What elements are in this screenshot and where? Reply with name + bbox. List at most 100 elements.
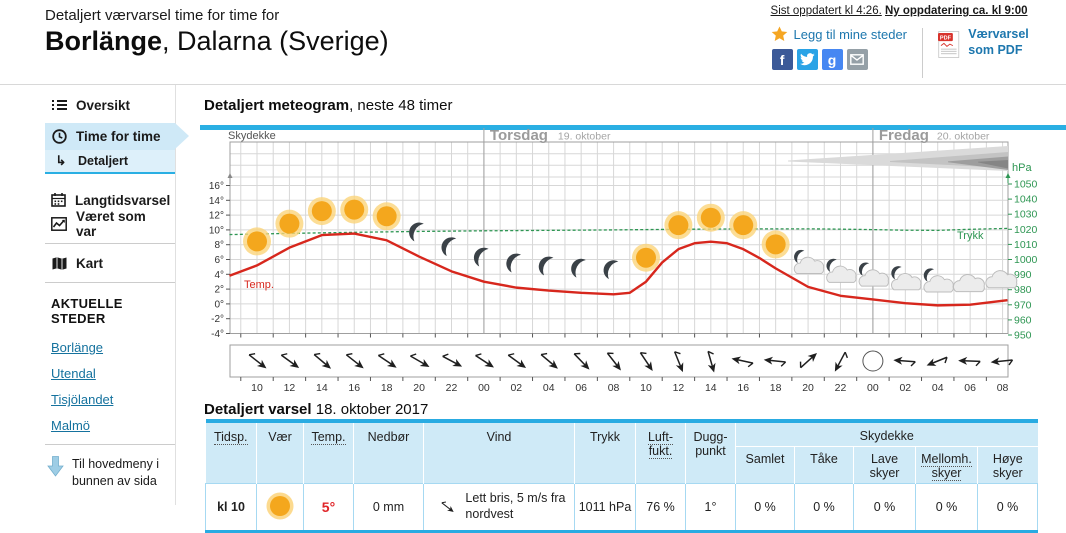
sun-icon xyxy=(243,227,271,256)
sun-icon xyxy=(729,211,758,240)
wind-arrow-icon xyxy=(834,351,849,372)
place-link-utendal[interactable]: Utendal xyxy=(51,366,96,381)
wind-arrow-icon xyxy=(540,352,558,369)
facebook-icon[interactable]: f xyxy=(771,49,793,70)
google-plus-icon[interactable]: g xyxy=(821,49,843,70)
update-status: Sist oppdatert kl 4:26. Ny oppdatering c… xyxy=(771,5,1056,17)
wind-arrow-icon xyxy=(731,356,754,368)
x-axis-tick-label: 18 xyxy=(381,382,393,394)
wind-arrow-icon xyxy=(763,356,787,367)
sidebar-item-vaeret-som-var[interactable]: Været som var xyxy=(45,209,175,239)
wind-arrow-icon xyxy=(926,356,948,366)
x-axis-tick-label: 08 xyxy=(997,382,1009,394)
x-axis-tick-label: 04 xyxy=(932,382,944,394)
email-icon[interactable] xyxy=(846,49,868,70)
temp-axis-tick: -2° xyxy=(211,314,224,325)
down-arrow-icon xyxy=(47,456,64,477)
pdf-icon: PDF xyxy=(938,31,960,58)
list-icon xyxy=(51,99,67,111)
moon-icon xyxy=(794,249,805,264)
forecast-heading-date: 18. oktober 2017 xyxy=(311,401,429,418)
pressure-axis-tick: 1010 xyxy=(1014,239,1038,251)
moon-icon xyxy=(506,253,522,273)
wind-arrow-icon xyxy=(606,352,621,371)
wind-arrow-icon xyxy=(442,353,463,367)
cloud-icon xyxy=(826,265,857,283)
cell-cloud-take: 0 % xyxy=(794,483,854,532)
sidebar-item-oversikt[interactable]: Oversikt xyxy=(45,93,175,117)
wind-arrow-icon xyxy=(990,357,1014,366)
temp-axis-tick: 12° xyxy=(209,211,224,222)
temp-axis-tick: 6° xyxy=(214,255,224,266)
col-header-temp: Temp. xyxy=(303,421,354,484)
place-link-borlange[interactable]: Borlänge xyxy=(51,340,104,355)
col-header-vind: Vind xyxy=(423,421,575,484)
cloud-icon xyxy=(952,273,985,293)
add-to-places-link[interactable]: Legg til mine steder xyxy=(793,26,907,42)
sidebar-item-label: Været som var xyxy=(76,209,146,239)
day-label-friday: Fredag xyxy=(879,127,929,144)
x-axis-tick-label: 00 xyxy=(478,382,490,394)
sidebar-item-detaljert[interactable]: ↳ Detaljert xyxy=(45,150,175,174)
sidebar-item-label: Oversikt xyxy=(76,97,131,113)
last-updated-text: Sist oppdatert kl 4:26. xyxy=(770,5,882,17)
temp-axis-tick: 4° xyxy=(214,270,224,281)
meteogram-heading: Detaljert meteogram, neste 48 timer xyxy=(204,97,452,114)
sun-icon xyxy=(275,209,304,238)
col-header-hoye-skyer: Høye skyer xyxy=(977,446,1038,484)
pdf-download[interactable]: PDF Værvarsel som PDF xyxy=(938,26,1056,63)
page-title-place: Borlänge xyxy=(45,26,163,56)
cloud-icon xyxy=(890,273,922,291)
star-icon xyxy=(771,26,787,41)
cell-cloud-samlet: 0 % xyxy=(735,483,795,532)
x-axis-tick-label: 10 xyxy=(251,382,263,394)
moon-icon xyxy=(571,258,586,278)
header-vertical-divider xyxy=(922,28,923,78)
wind-arrow-icon xyxy=(345,352,364,369)
temp-axis-tick: 8° xyxy=(214,240,224,251)
forecast-table: Tidsp. Vær Temp. Nedbør Vind Trykk Luft-… xyxy=(205,419,1039,533)
pressure-axis-tick: 990 xyxy=(1014,269,1032,281)
meteogram-heading-bold: Detaljert meteogram xyxy=(204,97,350,114)
to-main-menu[interactable]: Til hovedmeny i bunnen av sida xyxy=(47,456,173,490)
map-icon xyxy=(51,256,67,270)
cell-pressure: 1011 hPa xyxy=(574,483,636,532)
sidebar-item-kart[interactable]: Kart xyxy=(45,251,175,275)
pressure-axis-tick: 1000 xyxy=(1014,254,1038,266)
x-axis-tick-label: 04 xyxy=(543,382,555,394)
x-axis-tick-label: 16 xyxy=(737,382,749,394)
temp-axis-tick: 16° xyxy=(209,181,224,192)
wind-arrow-icon xyxy=(248,352,267,369)
twitter-bird-icon xyxy=(799,53,815,66)
place-link-malmo[interactable]: Malmö xyxy=(51,418,91,433)
wind-arrow-icon xyxy=(507,353,527,369)
place-link-tisjolandet[interactable]: Tisjölandet xyxy=(51,392,114,407)
x-axis-tick-label: 08 xyxy=(608,382,620,394)
wind-arrow-icon xyxy=(799,352,817,369)
x-axis-tick-label: 06 xyxy=(964,382,976,394)
col-header-skydekke: Skydekke xyxy=(735,421,1038,447)
sidebar-item-label: Langtidsvarsel xyxy=(75,192,171,208)
x-axis-tick-label: 16 xyxy=(348,382,360,394)
twitter-icon[interactable] xyxy=(796,49,818,70)
cell-wind: Lett bris, 5 m/s fra nordvest xyxy=(423,483,575,532)
sidebar-item-time-for-time[interactable]: Time for time xyxy=(45,123,189,150)
sun-icon xyxy=(664,211,693,240)
x-axis-tick-label: 14 xyxy=(316,382,328,394)
sidebar-gap xyxy=(45,174,175,188)
add-to-places[interactable]: Legg til mine steder xyxy=(771,26,907,42)
col-header-mellomh-skyer: Mellomh. skyer xyxy=(915,446,978,484)
cloud-cover-label: Skydekke xyxy=(228,130,276,142)
wind-arrow-icon xyxy=(958,356,981,367)
header-right: Sist oppdatert kl 4:26. Ny oppdatering c… xyxy=(771,5,1056,78)
pdf-label[interactable]: Værvarsel som PDF xyxy=(968,27,1029,58)
clock-icon xyxy=(51,129,67,144)
svg-text:PDF: PDF xyxy=(940,35,952,41)
sidebar-item-langtidsvarsel[interactable]: Langtidsvarsel xyxy=(45,188,175,212)
x-axis-tick-label: 02 xyxy=(510,382,522,394)
places-heading: AKTUELLE STEDER xyxy=(51,296,123,326)
col-header-vaer: Vær xyxy=(256,421,304,484)
cloud-cover-band xyxy=(978,160,1008,169)
forecast-row-kl10: kl 10 5° 0 mm Lett bris, 5 m/s fra nordv… xyxy=(205,483,1039,532)
